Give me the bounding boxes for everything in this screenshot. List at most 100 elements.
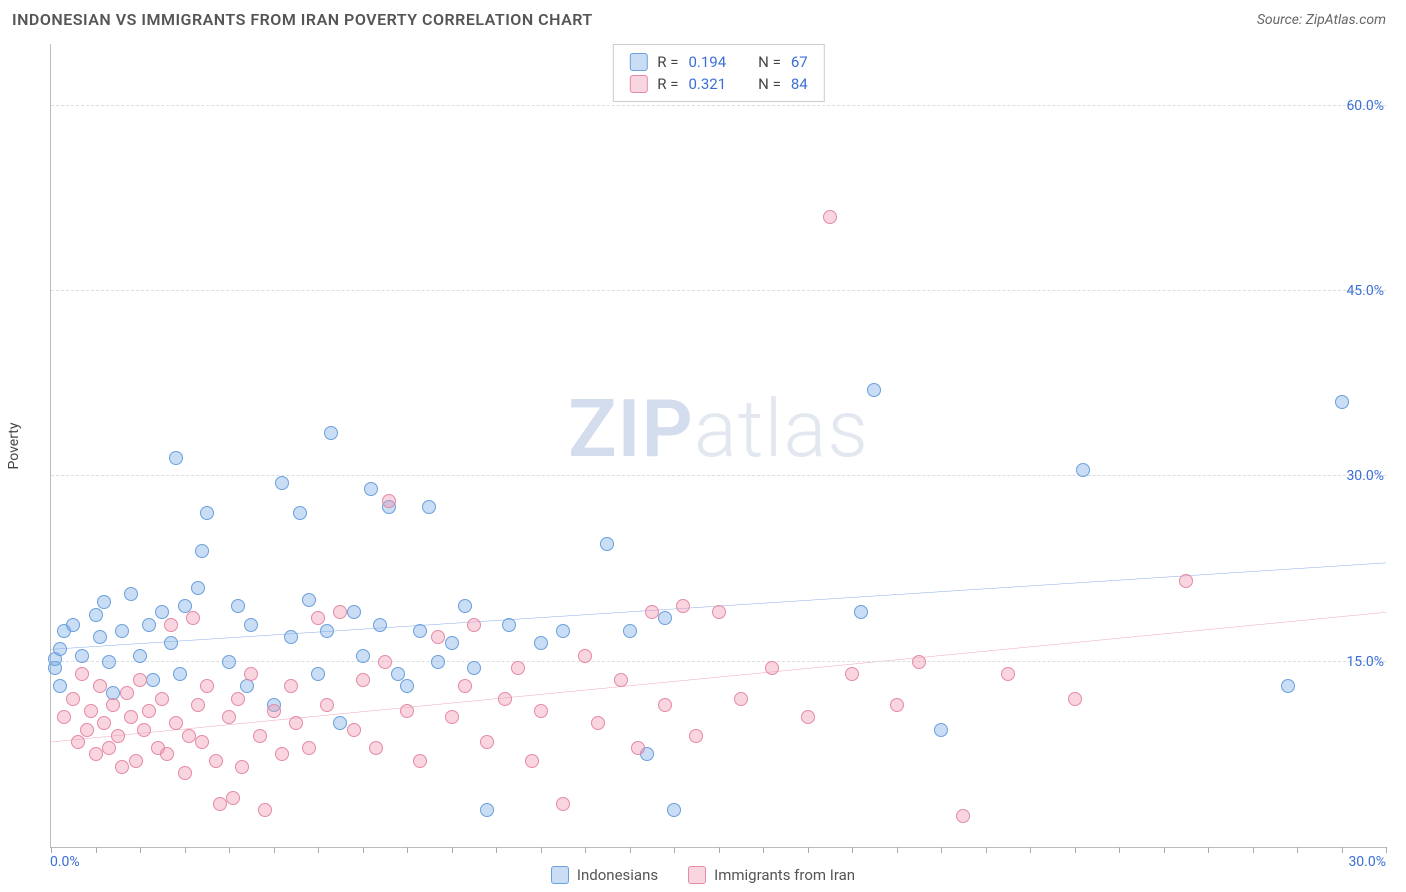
chart-title: INDONESIAN VS IMMIGRANTS FROM IRAN POVER…: [12, 10, 593, 29]
data-point: [347, 723, 361, 737]
data-point: [445, 710, 459, 724]
data-point: [142, 704, 156, 718]
data-point: [391, 667, 405, 681]
data-point: [480, 735, 494, 749]
data-point: [689, 729, 703, 743]
data-point: [182, 729, 196, 743]
legend-swatch: [629, 75, 647, 93]
data-point: [209, 754, 223, 768]
x-tick: [674, 847, 675, 853]
x-tick: [452, 847, 453, 853]
data-point: [311, 667, 325, 681]
legend-n-value: 84: [791, 75, 808, 93]
x-tick: [1030, 847, 1031, 853]
data-point: [89, 747, 103, 761]
data-point: [801, 710, 815, 724]
legend-row: R = 0.321N = 84: [629, 73, 807, 95]
data-point: [106, 698, 120, 712]
legend-n-label: N =: [758, 75, 781, 93]
data-point: [525, 754, 539, 768]
x-tick: [140, 847, 141, 853]
data-point: [169, 451, 183, 465]
data-point: [129, 754, 143, 768]
plot-container: ZIPatlas R = 0.194N = 67R = 0.321N = 84 …: [50, 44, 1386, 848]
x-tick: [585, 847, 586, 853]
series-legend-item: Indonesians: [551, 866, 658, 884]
source-name: ZipAtlas.com: [1306, 12, 1386, 28]
data-point: [854, 605, 868, 619]
data-point: [80, 723, 94, 737]
series-name: Immigrants from Iran: [714, 866, 855, 884]
y-tick-label: 15.0%: [1346, 654, 1388, 670]
data-point: [1179, 574, 1193, 588]
data-point: [213, 797, 227, 811]
data-point: [467, 661, 481, 675]
data-point: [591, 716, 605, 730]
data-point: [422, 500, 436, 514]
legend-n-value: 67: [791, 53, 808, 71]
data-point: [133, 649, 147, 663]
data-point: [356, 649, 370, 663]
data-point: [658, 611, 672, 625]
data-point: [302, 741, 316, 755]
data-point: [765, 661, 779, 675]
data-point: [284, 630, 298, 644]
data-point: [333, 716, 347, 730]
data-point: [289, 716, 303, 730]
data-point: [347, 605, 361, 619]
data-point: [222, 655, 236, 669]
data-point: [956, 809, 970, 823]
x-tick: [51, 847, 52, 853]
x-tick: [941, 847, 942, 853]
source-prefix: Source:: [1257, 12, 1306, 28]
trend-lines: [51, 44, 1386, 847]
gridline: [51, 475, 1386, 476]
data-point: [413, 624, 427, 638]
data-point: [369, 741, 383, 755]
data-point: [324, 426, 338, 440]
gridline: [51, 661, 1386, 662]
data-point: [115, 624, 129, 638]
data-point: [97, 716, 111, 730]
data-point: [498, 692, 512, 706]
watermark-atlas: atlas: [694, 382, 869, 476]
data-point: [115, 760, 129, 774]
data-point: [84, 704, 98, 718]
data-point: [467, 618, 481, 632]
data-point: [556, 797, 570, 811]
x-tick: [407, 847, 408, 853]
data-point: [53, 679, 67, 693]
data-point: [244, 618, 258, 632]
data-point: [240, 679, 254, 693]
data-point: [364, 482, 378, 496]
data-point: [645, 605, 659, 619]
legend-r-label: R =: [657, 53, 678, 71]
data-point: [235, 760, 249, 774]
data-point: [164, 636, 178, 650]
data-point: [293, 506, 307, 520]
data-point: [191, 698, 205, 712]
x-tick: [719, 847, 720, 853]
data-point: [253, 729, 267, 743]
x-tick: [318, 847, 319, 853]
y-tick-label: 45.0%: [1346, 283, 1388, 299]
x-tick: [1075, 847, 1076, 853]
data-point: [93, 630, 107, 644]
y-tick-label: 60.0%: [1346, 98, 1388, 114]
data-point: [320, 624, 334, 638]
data-point: [867, 383, 881, 397]
data-point: [186, 611, 200, 625]
legend-r-value: 0.194: [688, 53, 726, 71]
data-point: [311, 611, 325, 625]
data-point: [164, 618, 178, 632]
data-point: [258, 803, 272, 817]
correlation-legend: R = 0.194 N = 67 R = 0.321N = 84: [612, 44, 824, 102]
watermark-zip: ZIP: [568, 382, 694, 476]
data-point: [173, 667, 187, 681]
data-point: [267, 704, 281, 718]
data-point: [142, 618, 156, 632]
x-tick: [1119, 847, 1120, 853]
data-point: [534, 704, 548, 718]
data-point: [53, 642, 67, 656]
data-point: [431, 630, 445, 644]
